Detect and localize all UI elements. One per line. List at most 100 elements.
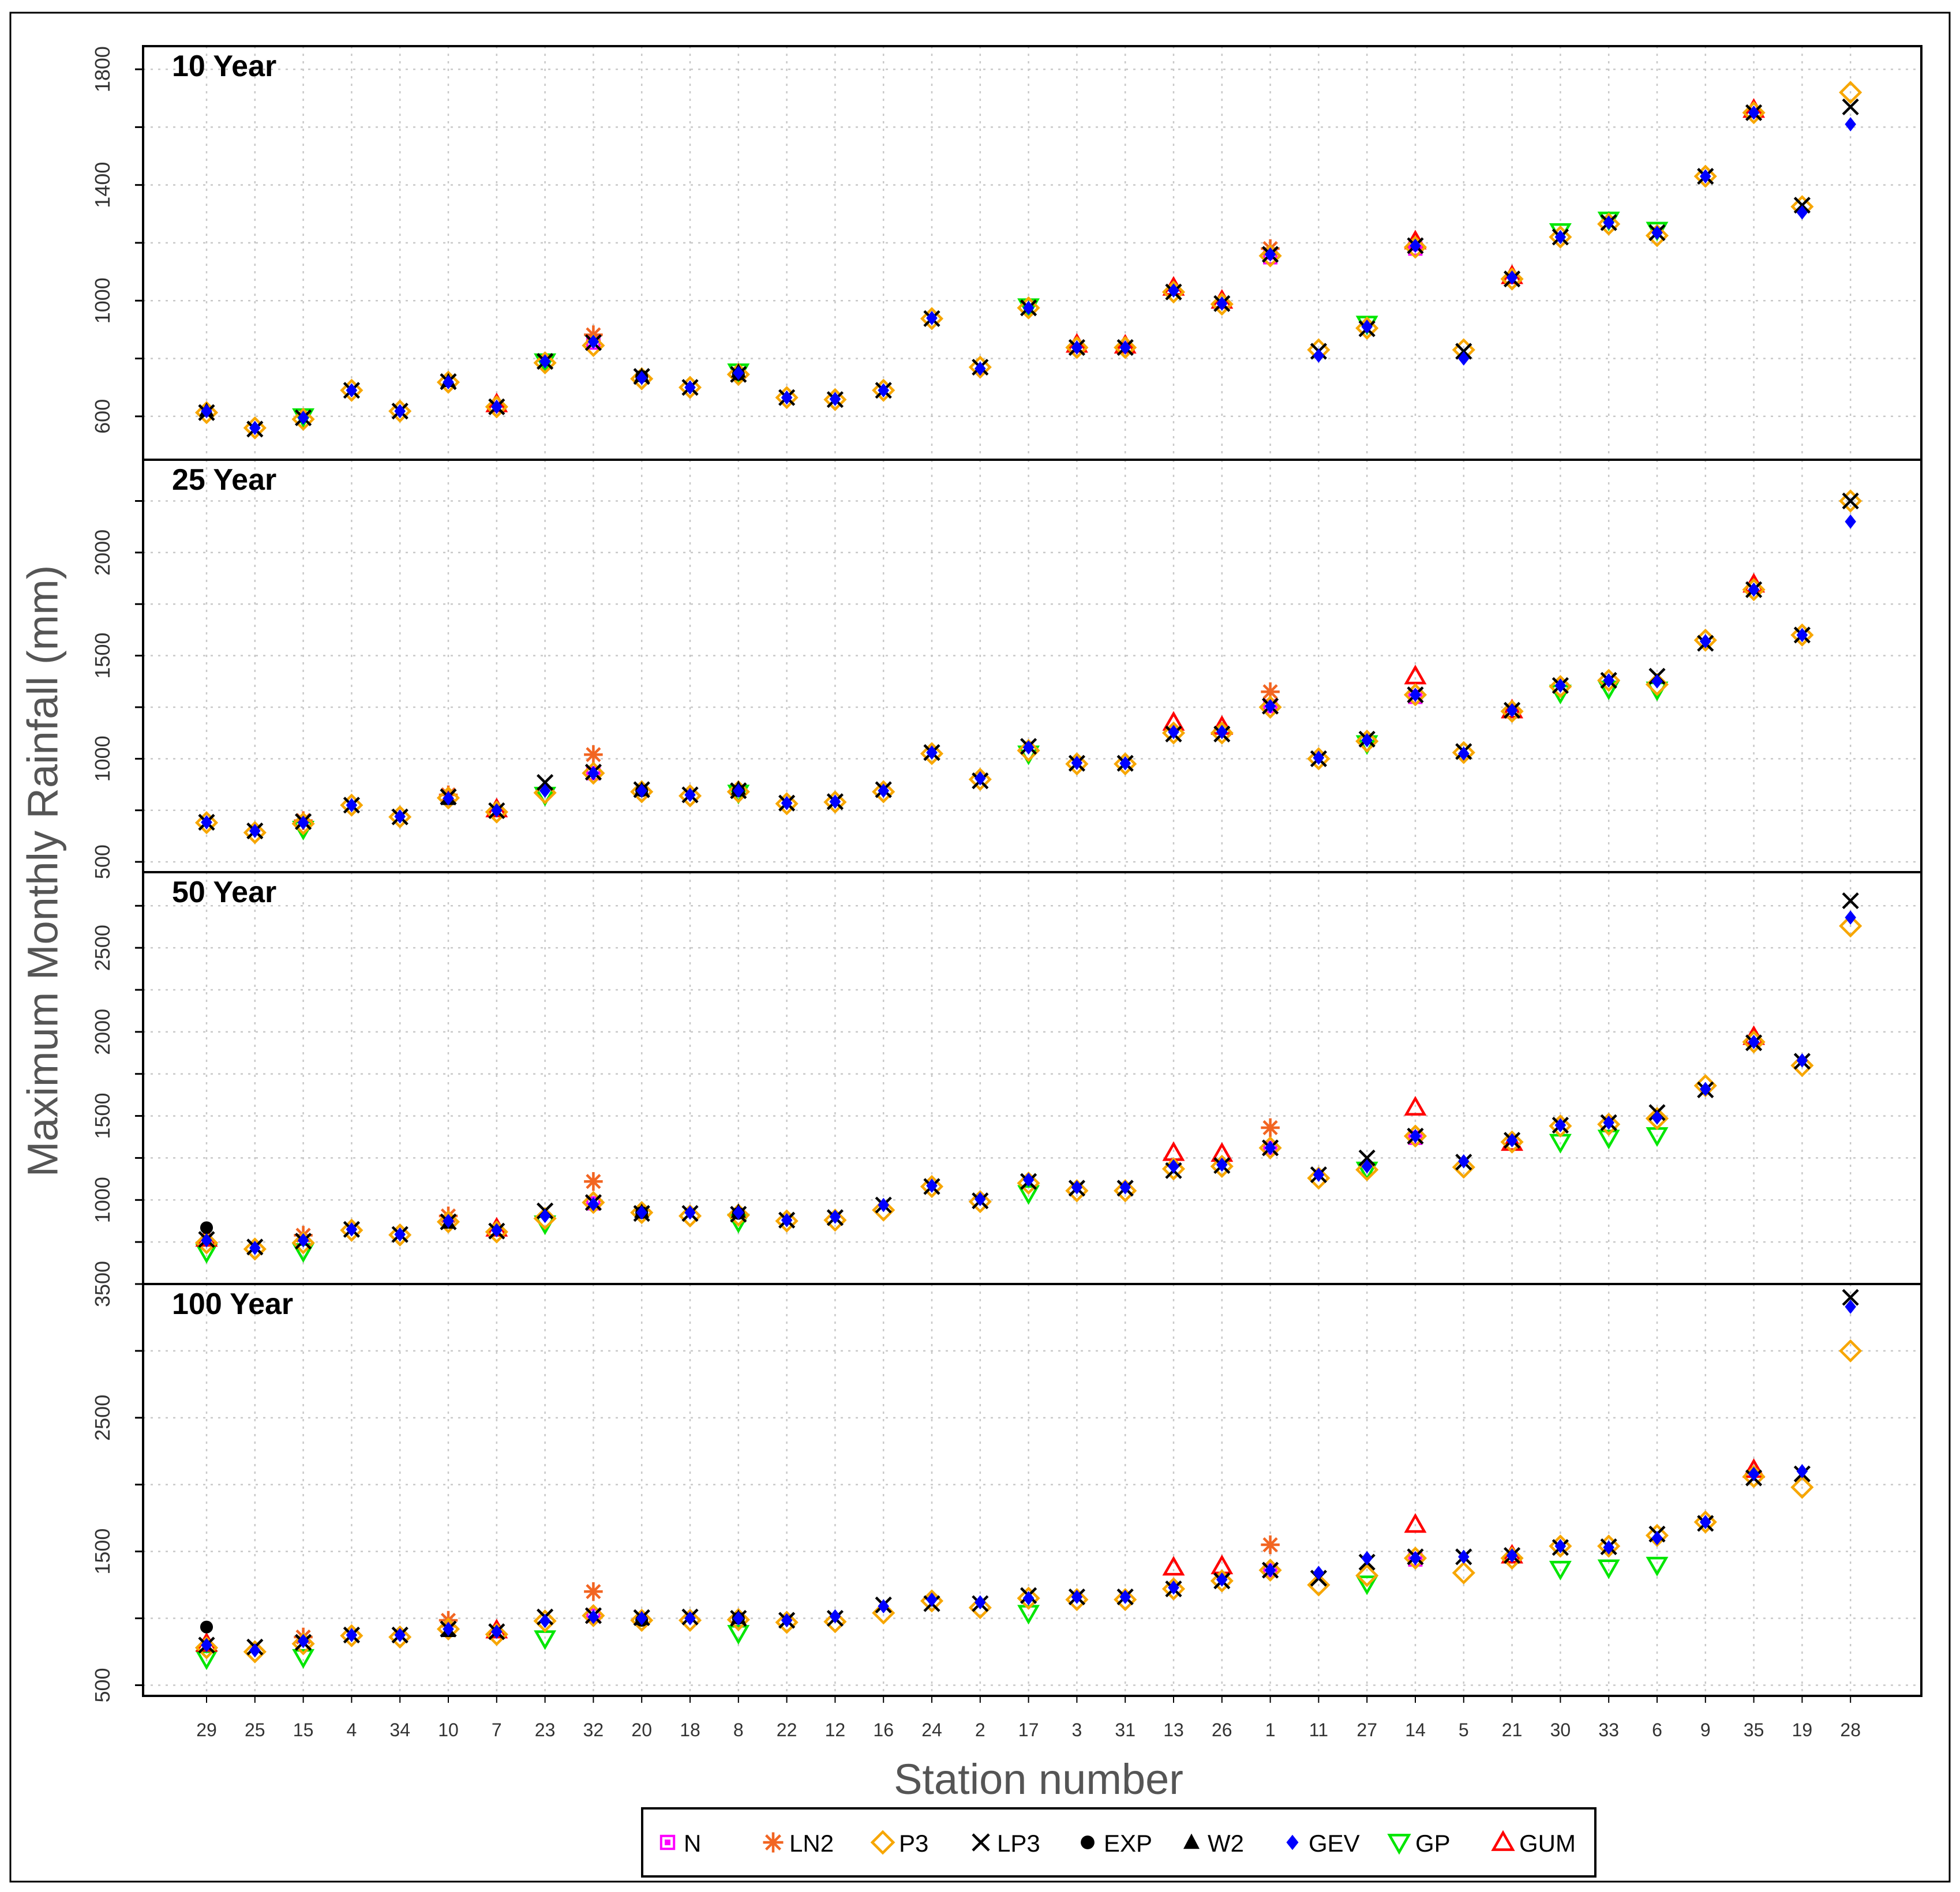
- point-GEV-34: [394, 404, 406, 419]
- point-P3-27: [1355, 1158, 1379, 1181]
- point-P3-24: [920, 1174, 944, 1199]
- point-GEV-33: [1603, 1115, 1614, 1130]
- point-GEV-26: [1216, 296, 1228, 311]
- point-P3-1: [1258, 1136, 1282, 1160]
- point-GEV-12: [829, 794, 841, 809]
- x-tick-label: 10: [438, 1720, 459, 1740]
- point-GEV-16: [878, 383, 889, 398]
- point-P3-13: [1161, 1577, 1186, 1601]
- point-P3-17: [1017, 738, 1040, 763]
- point-GEV-28: [1845, 1300, 1856, 1314]
- point-P3-21: [1500, 1130, 1524, 1154]
- point-P3-2: [968, 1190, 992, 1214]
- x-tick-label: 28: [1840, 1720, 1861, 1740]
- point-LP3-5: [1455, 343, 1472, 360]
- point-P3-26: [1210, 292, 1234, 316]
- point-P3-33: [1597, 1534, 1621, 1558]
- point-GEV-9: [1700, 1515, 1711, 1529]
- legend-item-N: N: [659, 1830, 701, 1857]
- point-P3-12: [823, 790, 847, 814]
- point-GEV-33: [1603, 673, 1614, 688]
- x-tick-label: 35: [1744, 1720, 1764, 1740]
- point-P3-27: [1355, 729, 1379, 753]
- point-P3-21: [1500, 1546, 1524, 1570]
- x-tick-label: 14: [1405, 1720, 1426, 1740]
- point-P3-7: [485, 1623, 508, 1646]
- point-GEV-33: [1603, 1540, 1614, 1555]
- x-tick-label: 17: [1018, 1720, 1039, 1740]
- y-tick-label: 2000: [91, 530, 114, 576]
- point-P3-14: [1403, 1546, 1427, 1570]
- point-GEV-30: [1554, 1118, 1566, 1132]
- x-tick-label: 32: [583, 1720, 604, 1740]
- y-tick-label: 3500: [91, 1261, 114, 1307]
- point-P3-14: [1403, 1124, 1427, 1148]
- point-P3-19: [1790, 1054, 1814, 1078]
- point-GEV-31: [1119, 756, 1131, 771]
- point-P3-6: [1645, 1106, 1669, 1131]
- point-GEV-27: [1361, 1159, 1373, 1174]
- point-LN2-32: [584, 1582, 603, 1601]
- point-P3-34: [388, 1625, 412, 1649]
- x-tick-label: 33: [1598, 1720, 1619, 1740]
- point-GP-15: [292, 1649, 315, 1669]
- point-GEV-15: [297, 410, 309, 425]
- point-P3-20: [630, 780, 654, 804]
- point-GEV-16: [878, 1599, 889, 1614]
- y-tick-label: 1000: [91, 277, 114, 324]
- point-GUM-14: [1404, 1513, 1427, 1533]
- point-P3-17: [1017, 1586, 1040, 1610]
- legend-item-GEV: GEV: [1286, 1830, 1360, 1857]
- point-GEV-23: [539, 1613, 551, 1628]
- point-P3-15: [291, 1231, 315, 1255]
- point-GEV-12: [829, 1609, 841, 1624]
- point-GUM-13: [1162, 1556, 1185, 1576]
- point-GEV-8: [733, 1611, 744, 1626]
- x-tick-label: 1: [1265, 1720, 1276, 1740]
- y-tick-label: 1000: [91, 735, 114, 782]
- y-tick-label: 1500: [91, 633, 114, 679]
- point-P3-22: [775, 792, 799, 816]
- point-GEV-6: [1651, 1531, 1663, 1545]
- point-P3-31: [1114, 1179, 1137, 1203]
- point-GEV-32: [587, 1609, 599, 1624]
- point-GEV-1: [1264, 699, 1276, 714]
- point-GEV-22: [781, 1212, 793, 1227]
- point-GEV-25: [249, 421, 261, 436]
- y-tick-label: 600: [91, 399, 114, 434]
- point-GEV-15: [297, 1233, 309, 1248]
- x-tick-label: 24: [921, 1720, 942, 1740]
- point-GEV-10: [443, 1214, 454, 1229]
- y-tick-label: 500: [91, 844, 114, 879]
- point-GEV-32: [587, 1197, 599, 1211]
- point-GEV-1: [1264, 247, 1276, 262]
- x-tick-label: 7: [492, 1720, 502, 1740]
- point-P3-5: [1452, 1561, 1475, 1585]
- y-tick-label: 1400: [91, 162, 114, 208]
- point-GEV-26: [1216, 1572, 1228, 1587]
- point-GEV-14: [1410, 1129, 1421, 1143]
- panel-frame: [142, 1283, 1922, 1697]
- point-LP3-28: [1842, 1289, 1859, 1306]
- x-tick-label: 3: [1072, 1720, 1082, 1740]
- point-P3-21: [1500, 700, 1524, 723]
- point-P3-33: [1597, 1113, 1621, 1136]
- point-GEV-33: [1603, 215, 1614, 230]
- x-tick-label: 5: [1459, 1720, 1469, 1740]
- point-P3-35: [1742, 578, 1766, 602]
- panel-title: 50 Year: [172, 876, 276, 909]
- legend-item-GUM: GUM: [1491, 1830, 1576, 1857]
- point-P3-20: [630, 367, 654, 391]
- point-P3-5: [1452, 1155, 1475, 1179]
- point-P3-3: [1065, 1588, 1089, 1612]
- point-P3-17: [1017, 296, 1040, 320]
- point-P3-8: [726, 363, 750, 386]
- point-P3-12: [823, 388, 847, 411]
- point-P3-18: [678, 784, 702, 808]
- point-P3-3: [1065, 752, 1089, 776]
- point-P3-34: [388, 1223, 412, 1247]
- point-GEV-4: [346, 383, 358, 398]
- point-P3-23: [533, 1609, 557, 1633]
- point-P3-34: [388, 399, 412, 423]
- point-P3-32: [582, 1604, 605, 1627]
